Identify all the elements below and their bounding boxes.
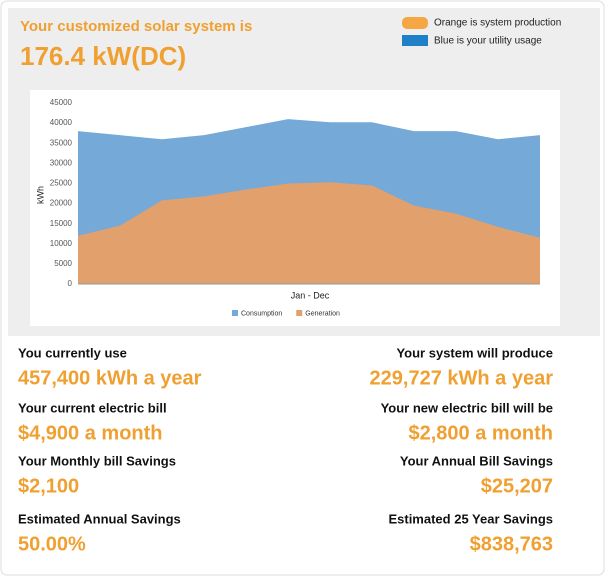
- stat-label: Your Annual Bill Savings: [400, 453, 553, 468]
- stat-value: 50.00%: [18, 533, 86, 555]
- stat-label: Estimated 25 Year Savings: [388, 511, 553, 526]
- y-tick-label: 10000: [50, 239, 73, 248]
- y-tick-label: 45000: [50, 98, 73, 107]
- legend-label: Generation: [305, 310, 340, 317]
- stat-value: $2,100: [18, 475, 79, 497]
- y-tick-label: 25000: [50, 179, 73, 188]
- stat-value: $838,763: [470, 533, 553, 555]
- key-text: Orange is system production: [434, 18, 561, 29]
- stat-label: Estimated Annual Savings: [18, 511, 181, 526]
- x-axis-label: Jan - Dec: [291, 290, 330, 300]
- key-swatch: [402, 17, 428, 29]
- stat-value: $2,800 a month: [408, 422, 553, 444]
- y-tick-label: 30000: [50, 158, 73, 167]
- y-tick-label: 40000: [50, 118, 73, 127]
- key-swatch: [402, 35, 428, 46]
- header-title: Your customized solar system is: [20, 18, 252, 35]
- stat-value: 457,400 kWh a year: [18, 367, 202, 389]
- y-tick-label: 5000: [54, 259, 72, 268]
- stat-value: $25,207: [481, 475, 553, 497]
- stat-label: You currently use: [18, 345, 127, 360]
- y-tick-label: 20000: [50, 199, 73, 208]
- y-tick-label: 15000: [50, 219, 73, 228]
- stat-value: $4,900 a month: [18, 422, 163, 444]
- legend-swatch: [296, 310, 303, 316]
- legend-swatch: [232, 310, 238, 316]
- stat-value: 229,727 kWh a year: [370, 367, 554, 389]
- y-axis-label: kWh: [35, 186, 45, 204]
- stat-label: Your system will produce: [396, 345, 553, 360]
- y-tick-label: 0: [68, 279, 73, 288]
- system-size: 176.4 kW(DC): [20, 41, 186, 71]
- stat-label: Your new electric bill will be: [381, 400, 553, 415]
- key-text: Blue is your utility usage: [434, 36, 542, 47]
- legend-label: Consumption: [241, 310, 282, 317]
- y-tick-label: 35000: [50, 138, 73, 147]
- stat-label: Your current electric bill: [18, 400, 167, 415]
- area: [78, 182, 540, 284]
- stat-label: Your Monthly bill Savings: [18, 453, 176, 468]
